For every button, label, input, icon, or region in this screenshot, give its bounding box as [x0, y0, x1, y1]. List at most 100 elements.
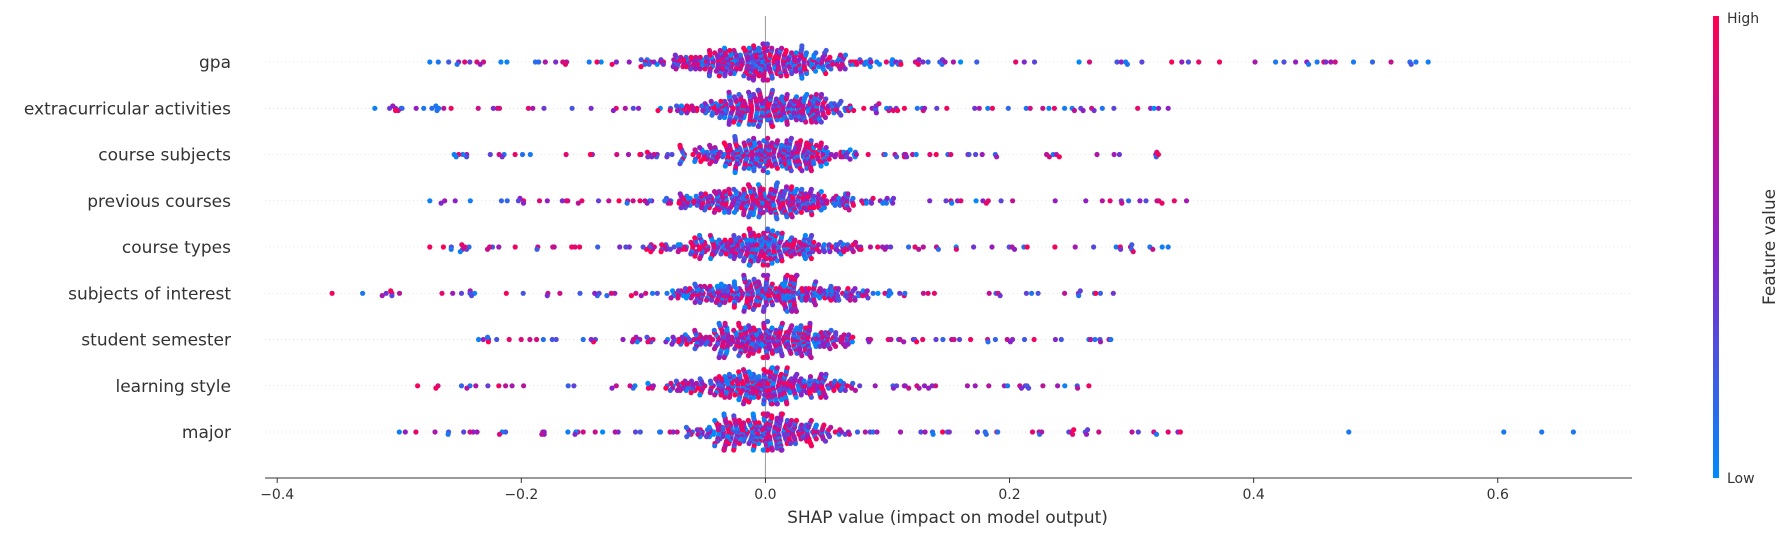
shap-point [901, 339, 907, 345]
shap-point [1346, 429, 1352, 435]
shap-point [706, 73, 713, 79]
shap-point [810, 249, 816, 255]
shap-point [784, 401, 790, 407]
shap-point [821, 422, 827, 428]
shap-point [966, 151, 972, 158]
shap-point [697, 145, 703, 151]
shap-point [731, 232, 737, 239]
shap-point [986, 383, 992, 389]
shap-point [675, 242, 681, 248]
shap-point [627, 383, 633, 389]
shap-point [769, 140, 775, 146]
shap-point [459, 242, 465, 248]
shap-point [663, 339, 669, 345]
shap-point [677, 191, 683, 197]
shap-point [769, 281, 775, 287]
shap-point [761, 401, 767, 407]
shap-point [838, 112, 844, 118]
shap-point [1137, 198, 1143, 204]
shap-point [1408, 61, 1414, 67]
shap-point [883, 200, 890, 206]
shap-point [853, 151, 860, 158]
shap-point [765, 318, 771, 325]
shap-point [670, 334, 676, 340]
shap-point [933, 383, 939, 389]
shap-point [811, 193, 817, 199]
x-tick-label: −0.2 [504, 487, 538, 503]
x-axis-title: SHAP value (impact on model output) [787, 508, 1108, 528]
shap-point [565, 429, 571, 435]
shap-point [736, 369, 742, 375]
shap-point [826, 156, 832, 162]
shap-point [861, 105, 867, 111]
shap-point [688, 66, 694, 72]
shap-point [637, 429, 643, 435]
shap-point [559, 198, 565, 204]
shap-point [773, 96, 780, 102]
shap-point [789, 184, 795, 190]
shap-point [913, 151, 919, 158]
shap-point [1072, 244, 1078, 250]
shap-point [668, 380, 674, 386]
shap-point [450, 290, 456, 296]
shap-point [950, 59, 957, 65]
shap-point [396, 429, 402, 435]
shap-point [1413, 59, 1419, 65]
shap-point [1165, 429, 1171, 435]
colorbar: High Low Feature value [1713, 11, 1780, 487]
shap-point [850, 249, 856, 255]
shap-point [942, 59, 948, 65]
shap-point [617, 244, 623, 250]
shap-point [1083, 198, 1089, 204]
shap-point [925, 59, 931, 65]
shap-point [876, 61, 883, 67]
shap-point [745, 182, 752, 188]
shap-point [916, 246, 922, 252]
shap-point [989, 244, 995, 250]
shap-point [720, 154, 726, 160]
shap-point [520, 290, 526, 296]
shap-point [571, 383, 577, 389]
shap-point [1135, 429, 1141, 435]
shap-point [1010, 198, 1016, 204]
shap-point [813, 91, 820, 98]
shap-point [713, 299, 719, 305]
shap-point [857, 383, 863, 389]
shap-point [850, 195, 856, 201]
shap-point [756, 214, 762, 220]
shap-point [846, 332, 852, 338]
shap-point [496, 151, 502, 158]
shap-point [852, 239, 859, 245]
shap-point [834, 336, 840, 343]
shap-point [750, 411, 756, 417]
shap-point [985, 198, 991, 204]
shap-point [1314, 59, 1320, 65]
shap-point [690, 107, 697, 114]
shap-point [998, 198, 1004, 204]
shap-point [721, 354, 727, 361]
shap-point [792, 237, 798, 243]
shap-point [818, 394, 824, 400]
shap-point [832, 378, 838, 384]
shap-point [671, 57, 677, 63]
shap-point [968, 336, 974, 343]
shap-point [888, 244, 894, 250]
shap-point [692, 235, 698, 241]
shap-point [716, 73, 722, 79]
shap-point [588, 336, 594, 343]
shap-point [1110, 290, 1116, 296]
shap-point [813, 436, 819, 442]
shap-point [1052, 336, 1058, 343]
shap-point [628, 293, 635, 299]
shap-point [845, 286, 851, 292]
shap-point [429, 105, 435, 111]
shap-point [695, 431, 701, 437]
shap-point [852, 297, 858, 303]
shap-point [1051, 105, 1057, 111]
shap-point [897, 429, 904, 435]
shap-point [692, 158, 698, 164]
shap-point [835, 286, 842, 292]
shap-point [756, 232, 762, 239]
shap-point [902, 290, 908, 296]
